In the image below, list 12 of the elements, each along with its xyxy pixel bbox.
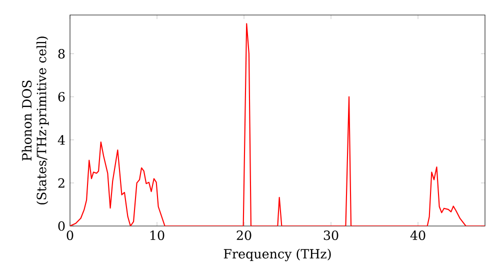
x-axis-title: Frequency (THz) <box>224 248 331 262</box>
y-axis-title: Phonon DOS (States/THz·primitive cell) <box>22 36 49 204</box>
y-tick-label: 6 <box>58 92 65 102</box>
y-tick-label: 4 <box>58 135 65 145</box>
x-tick-label: 30 <box>324 230 338 240</box>
x-tick-label: 40 <box>410 230 426 240</box>
y-tick-label: 8 <box>58 48 65 59</box>
x-tick-label: 0 <box>66 230 74 240</box>
y-tick-label: 0 <box>58 221 65 231</box>
x-tick-label: 10 <box>150 230 164 240</box>
y-tick-label: 2 <box>58 178 64 188</box>
x-tick-label: 20 <box>236 230 252 240</box>
